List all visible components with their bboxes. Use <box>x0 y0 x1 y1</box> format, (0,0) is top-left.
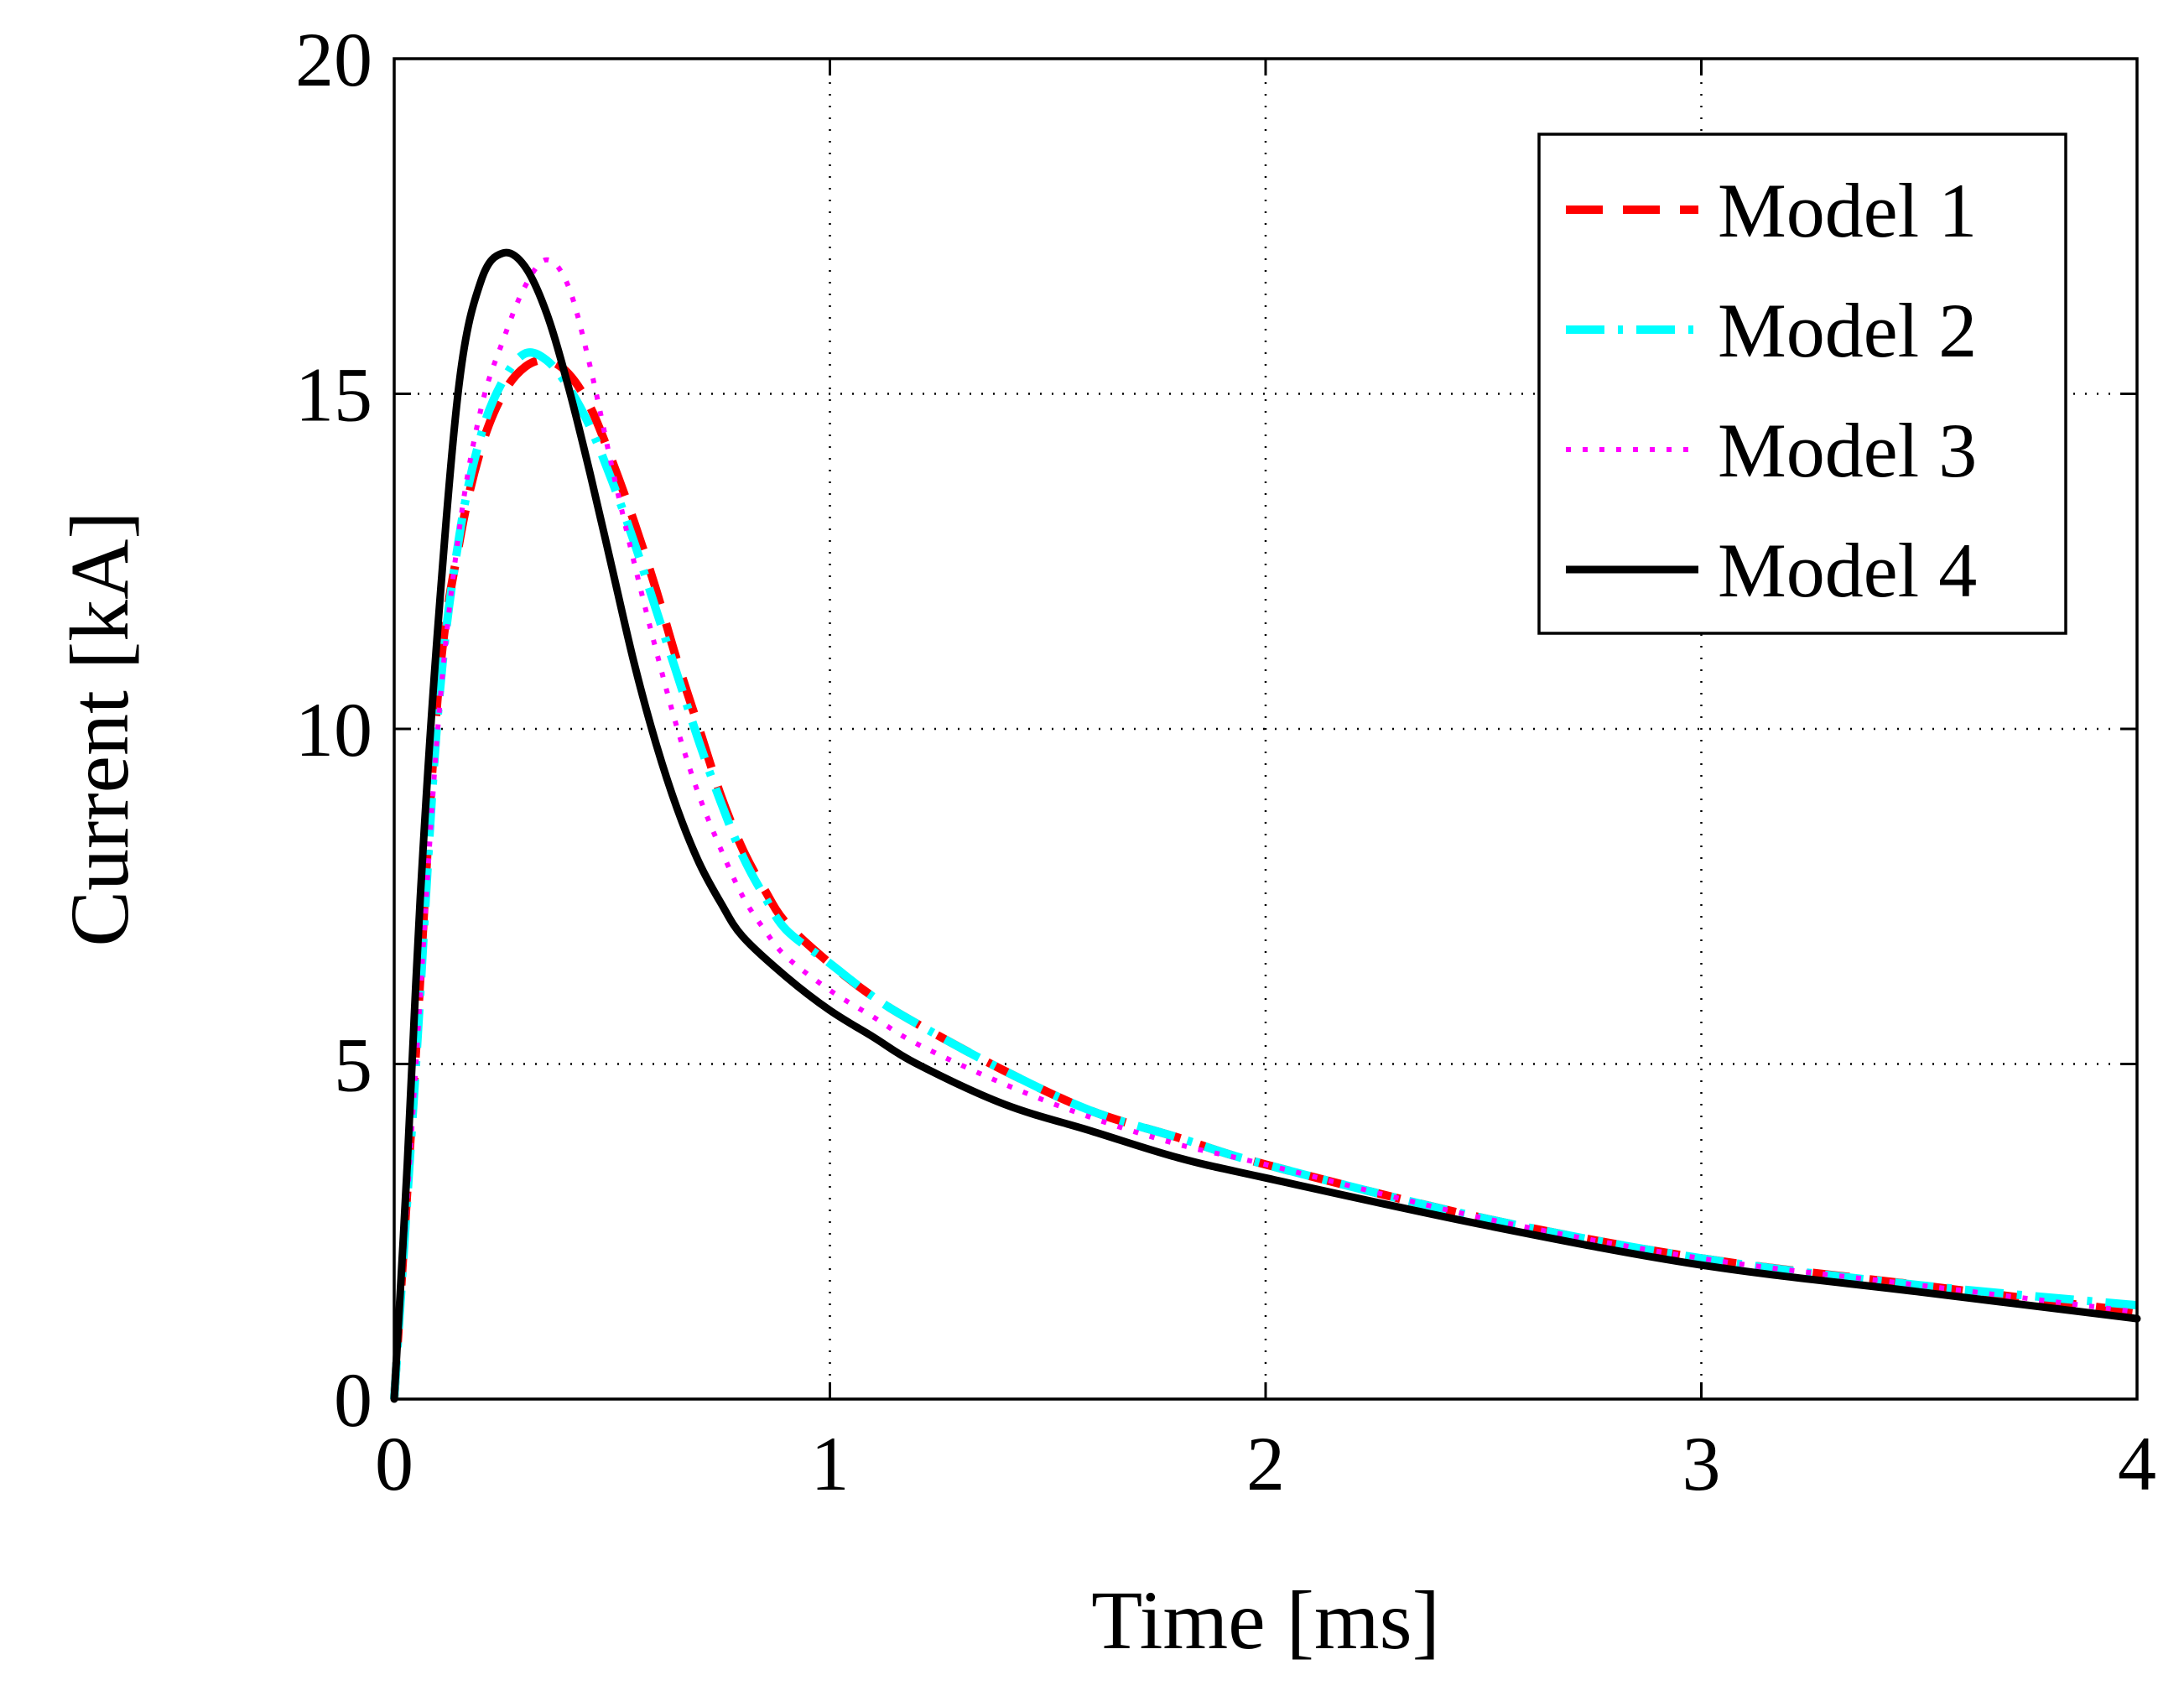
x-tick-label: 1 <box>811 1421 850 1506</box>
x-tick-label: 3 <box>1682 1421 1721 1506</box>
legend-label-model-1: Model 1 <box>1718 168 1977 253</box>
plot-lines <box>390 248 2141 1403</box>
axis-ticks: 0 1 2 3 4 0 5 10 15 20 <box>295 17 2156 1506</box>
x-tick-label: 4 <box>2118 1421 2156 1506</box>
legend: Model 1 Model 2 Model 3 Model 4 <box>1537 133 2067 635</box>
x-tick-label: 2 <box>1246 1421 1285 1506</box>
y-tick-label: 10 <box>295 687 372 773</box>
x-axis-label: Time [ms] <box>1091 1574 1440 1667</box>
series-line-model-3 <box>392 257 2138 1400</box>
y-tick-label: 5 <box>334 1022 372 1108</box>
y-axis-label: Current [kA] <box>53 511 146 946</box>
y-tick-label: 20 <box>295 17 372 102</box>
legend-label-model-2: Model 2 <box>1718 288 1977 373</box>
x-tick-label: 0 <box>375 1421 413 1506</box>
y-tick-label: 15 <box>295 352 372 438</box>
legend-label-model-3: Model 3 <box>1718 408 1977 493</box>
legend-label-model-4: Model 4 <box>1718 528 1977 613</box>
series-line-model-4 <box>390 248 2141 1403</box>
legend-box <box>1537 133 2067 635</box>
y-tick-label: 0 <box>334 1357 372 1443</box>
